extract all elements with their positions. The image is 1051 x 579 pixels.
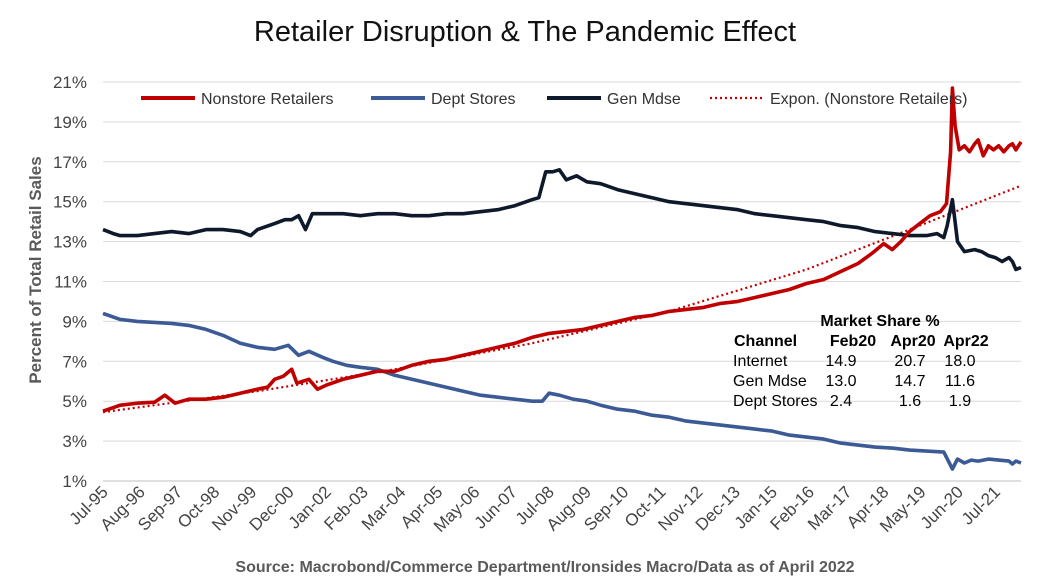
y-tick-label: 11% <box>54 273 87 292</box>
legend-label: Nonstore Retailers <box>201 91 334 108</box>
table-cell: 11.6 <box>945 373 975 390</box>
legend-label: Gen Mdse <box>607 91 681 108</box>
x-tick-label: Jun-20 <box>917 482 967 532</box>
chart-title: Retailer Disruption & The Pandemic Effec… <box>254 16 796 48</box>
x-tick-label: Jul-21 <box>958 482 1004 528</box>
legend: Nonstore Retailers Dept Stores Gen Mdse Exp… <box>141 91 967 108</box>
y-tick-labels: 1% 3% 5% 7% 9% 11% 13% 15% 17% 19% 21% <box>53 73 87 491</box>
y-tick-label: 9% <box>62 312 87 331</box>
y-tick-label: 1% <box>62 472 87 491</box>
y-tick-label: 13% <box>53 233 87 252</box>
table-cell: 1.6 <box>899 393 921 410</box>
y-tick-label: 7% <box>62 352 87 371</box>
y-tick-label: 17% <box>53 153 87 172</box>
y-tick-label: 21% <box>53 73 87 92</box>
y-tick-label: 15% <box>53 193 87 212</box>
y-axis-label: Percent of Total Retail Sales <box>26 156 45 383</box>
table-header: Feb20 <box>830 333 876 350</box>
table-cell: 18.0 <box>944 353 975 370</box>
table-cell: 2.4 <box>830 393 852 410</box>
series-line-dept-stores <box>102 311 1022 471</box>
series-line-nonstore-retailers <box>102 86 1023 413</box>
table-cell: Gen Mdse <box>733 373 807 390</box>
table-header: Apr20 <box>890 333 935 350</box>
legend-label: Dept Stores <box>431 91 515 108</box>
x-tick-label: Jun-07 <box>471 482 521 532</box>
table-cell: 14.7 <box>894 373 925 390</box>
series-line-gen-mdse <box>102 168 1022 272</box>
y-tick-label: 3% <box>62 432 87 451</box>
series-line-expon-nonstore-retailers <box>102 184 1022 414</box>
market-share-table: Market Share % Channel Feb20 Apr20 Apr22 Inte… <box>733 313 989 410</box>
legend-label: Expon. (Nonstore Retailers) <box>770 91 967 108</box>
y-tick-label: 19% <box>53 113 87 132</box>
table-cell: Internet <box>733 353 788 370</box>
y-gridlines <box>103 81 1021 482</box>
table-header: Apr22 <box>943 333 988 350</box>
table-cell: 20.7 <box>894 353 925 370</box>
table-title: Market Share % <box>820 313 939 330</box>
source-note: Source: Macrobond/Commerce Department/Ir… <box>235 559 854 576</box>
table-header: Channel <box>734 333 797 350</box>
table-cell: 14.9 <box>825 353 856 370</box>
table-cell: Dept Stores <box>733 393 817 410</box>
table-cell: 13.0 <box>825 373 856 390</box>
series-lines <box>102 86 1023 471</box>
x-tick-labels: Jul-95Aug-96Sep-97Oct-98Nov-99Dec-00Jan-… <box>66 482 1004 536</box>
table-cell: 1.9 <box>949 393 971 410</box>
y-tick-label: 5% <box>62 392 87 411</box>
